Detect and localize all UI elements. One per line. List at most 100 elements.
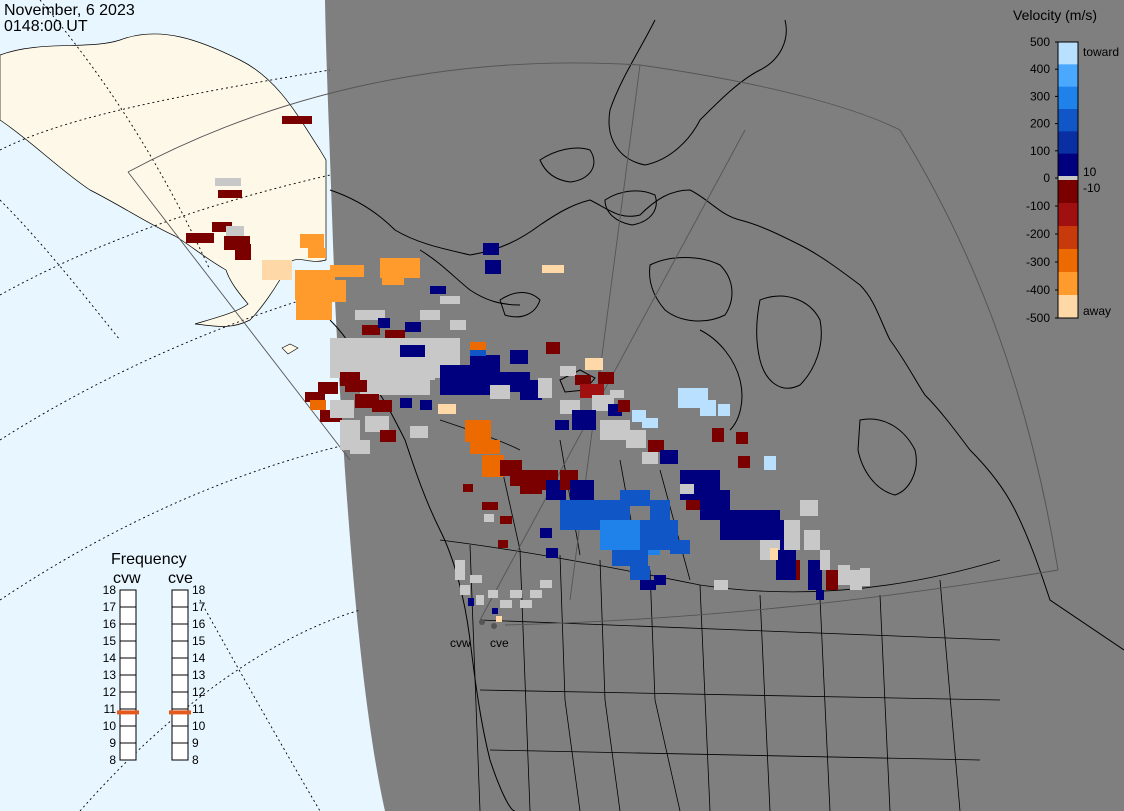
velocity-cell xyxy=(610,390,624,398)
velocity-cell xyxy=(776,550,796,580)
radar-site-marker-cve[interactable] xyxy=(491,623,497,629)
velocity-cell xyxy=(500,516,512,524)
colorbar-segment-toward xyxy=(1058,131,1078,155)
velocity-cell xyxy=(770,548,778,560)
velocity-cell xyxy=(575,375,591,385)
velocity-cell xyxy=(626,430,646,448)
velocity-cell xyxy=(400,398,412,408)
velocity-cell xyxy=(804,530,820,550)
colorbar-tick-label: 0 xyxy=(1043,171,1050,185)
velocity-cell xyxy=(482,455,504,477)
velocity-cell xyxy=(470,440,500,454)
velocity-cell xyxy=(600,420,630,440)
velocity-cell xyxy=(372,400,392,412)
frequency-scale-label: 12 xyxy=(103,685,117,699)
frequency-scale-label: 14 xyxy=(192,651,206,665)
velocity-cell xyxy=(468,598,474,606)
frequency-scale-label: 11 xyxy=(104,702,117,716)
velocity-cell xyxy=(405,360,435,380)
velocity-cell xyxy=(650,500,670,520)
velocity-cell xyxy=(470,355,500,375)
velocity-cell xyxy=(572,410,596,430)
colorbar-tick-label: 500 xyxy=(1030,35,1050,49)
frequency-radar-label-cvw: cvw xyxy=(113,570,141,587)
colorbar-positive-threshold: 10 xyxy=(1083,165,1097,179)
velocity-cell xyxy=(470,342,486,350)
velocity-cell xyxy=(485,260,501,274)
velocity-cell xyxy=(660,520,678,540)
velocity-cell xyxy=(764,456,776,470)
velocity-cell xyxy=(330,400,354,418)
velocity-cell xyxy=(648,440,664,452)
velocity-cell xyxy=(542,265,564,273)
colorbar-segments xyxy=(1058,42,1078,319)
velocity-cell xyxy=(345,380,367,392)
velocity-cell xyxy=(400,345,425,357)
velocity-cell xyxy=(540,580,552,588)
time-label: 0148:00 UT xyxy=(4,18,88,35)
frequency-scale-label: 9 xyxy=(192,736,199,750)
velocity-cell xyxy=(463,484,473,492)
velocity-cell xyxy=(712,428,724,442)
velocity-colorbar: Velocity (m/s) 500 400 300 200 100 0 -100 -200 -… xyxy=(1013,7,1119,325)
frequency-scale-label: 16 xyxy=(103,617,117,631)
velocity-cell xyxy=(355,310,385,320)
velocity-cell xyxy=(296,300,332,320)
velocity-cell xyxy=(520,600,532,608)
coastlines-night xyxy=(329,19,1124,811)
colorbar-tick-label: -100 xyxy=(1026,199,1050,213)
velocity-cell xyxy=(660,450,678,464)
frequency-scale-label: 15 xyxy=(103,634,117,648)
colorbar-segment-away xyxy=(1058,272,1078,296)
velocity-cell xyxy=(520,380,542,400)
velocity-cell xyxy=(816,590,824,600)
velocity-cell xyxy=(800,500,818,516)
frequency-scale-label: 10 xyxy=(192,719,206,733)
frequency-marker-cvw xyxy=(117,710,139,715)
velocity-cell xyxy=(450,320,466,330)
velocity-cell xyxy=(510,590,522,598)
political-borders xyxy=(439,419,1001,811)
colorbar-frame xyxy=(1057,41,1079,319)
velocity-cell xyxy=(282,116,312,124)
velocity-cell xyxy=(612,550,648,566)
velocity-cell xyxy=(498,540,508,548)
magnetic-latitude-grid xyxy=(0,0,361,811)
fov-outer-edge xyxy=(899,129,1059,571)
velocity-cell xyxy=(380,430,396,442)
velocity-cell xyxy=(570,480,594,500)
velocity-cell xyxy=(470,350,486,356)
colorbar-segment-toward xyxy=(1058,109,1078,132)
velocity-cell xyxy=(510,350,528,364)
velocity-cell xyxy=(670,540,690,554)
colorbar-tick-label: 100 xyxy=(1030,144,1050,158)
velocity-cell xyxy=(235,244,251,260)
velocity-cell xyxy=(850,570,862,590)
velocity-cell xyxy=(654,575,666,585)
colorbar-tick-label: 300 xyxy=(1030,89,1050,103)
velocity-cell xyxy=(738,456,750,468)
velocity-cell xyxy=(440,296,460,304)
frequency-scale-label: 8 xyxy=(109,753,116,767)
velocity-cell xyxy=(380,258,420,278)
velocity-cell xyxy=(618,400,630,412)
frequency-scale-label: 18 xyxy=(192,583,206,597)
velocity-cell xyxy=(808,560,822,590)
colorbar-segment-away xyxy=(1058,203,1078,227)
velocity-cell xyxy=(460,585,470,595)
frequency-scale-label: 12 xyxy=(192,685,206,699)
velocity-cell xyxy=(186,233,214,243)
velocity-cell xyxy=(555,420,569,430)
velocity-cell xyxy=(430,286,446,294)
velocity-cell xyxy=(520,480,542,494)
frequency-scale-label: 15 xyxy=(192,634,206,648)
frequency-scales: 18 17 16 15 14 13 12 11 10 9 8 18 17 16 15 14 13 12 11 10 9 8 xyxy=(103,583,206,767)
frequency-scale-label: 17 xyxy=(192,600,206,614)
velocity-cell xyxy=(860,568,870,586)
velocity-cell xyxy=(540,528,552,538)
velocity-cell xyxy=(598,372,614,384)
frequency-panel: Frequency cvw cve 1817161514131211109818… xyxy=(103,551,206,767)
radar-site-marker-cvw[interactable] xyxy=(479,619,485,625)
frequency-scale-label: 10 xyxy=(103,719,117,733)
